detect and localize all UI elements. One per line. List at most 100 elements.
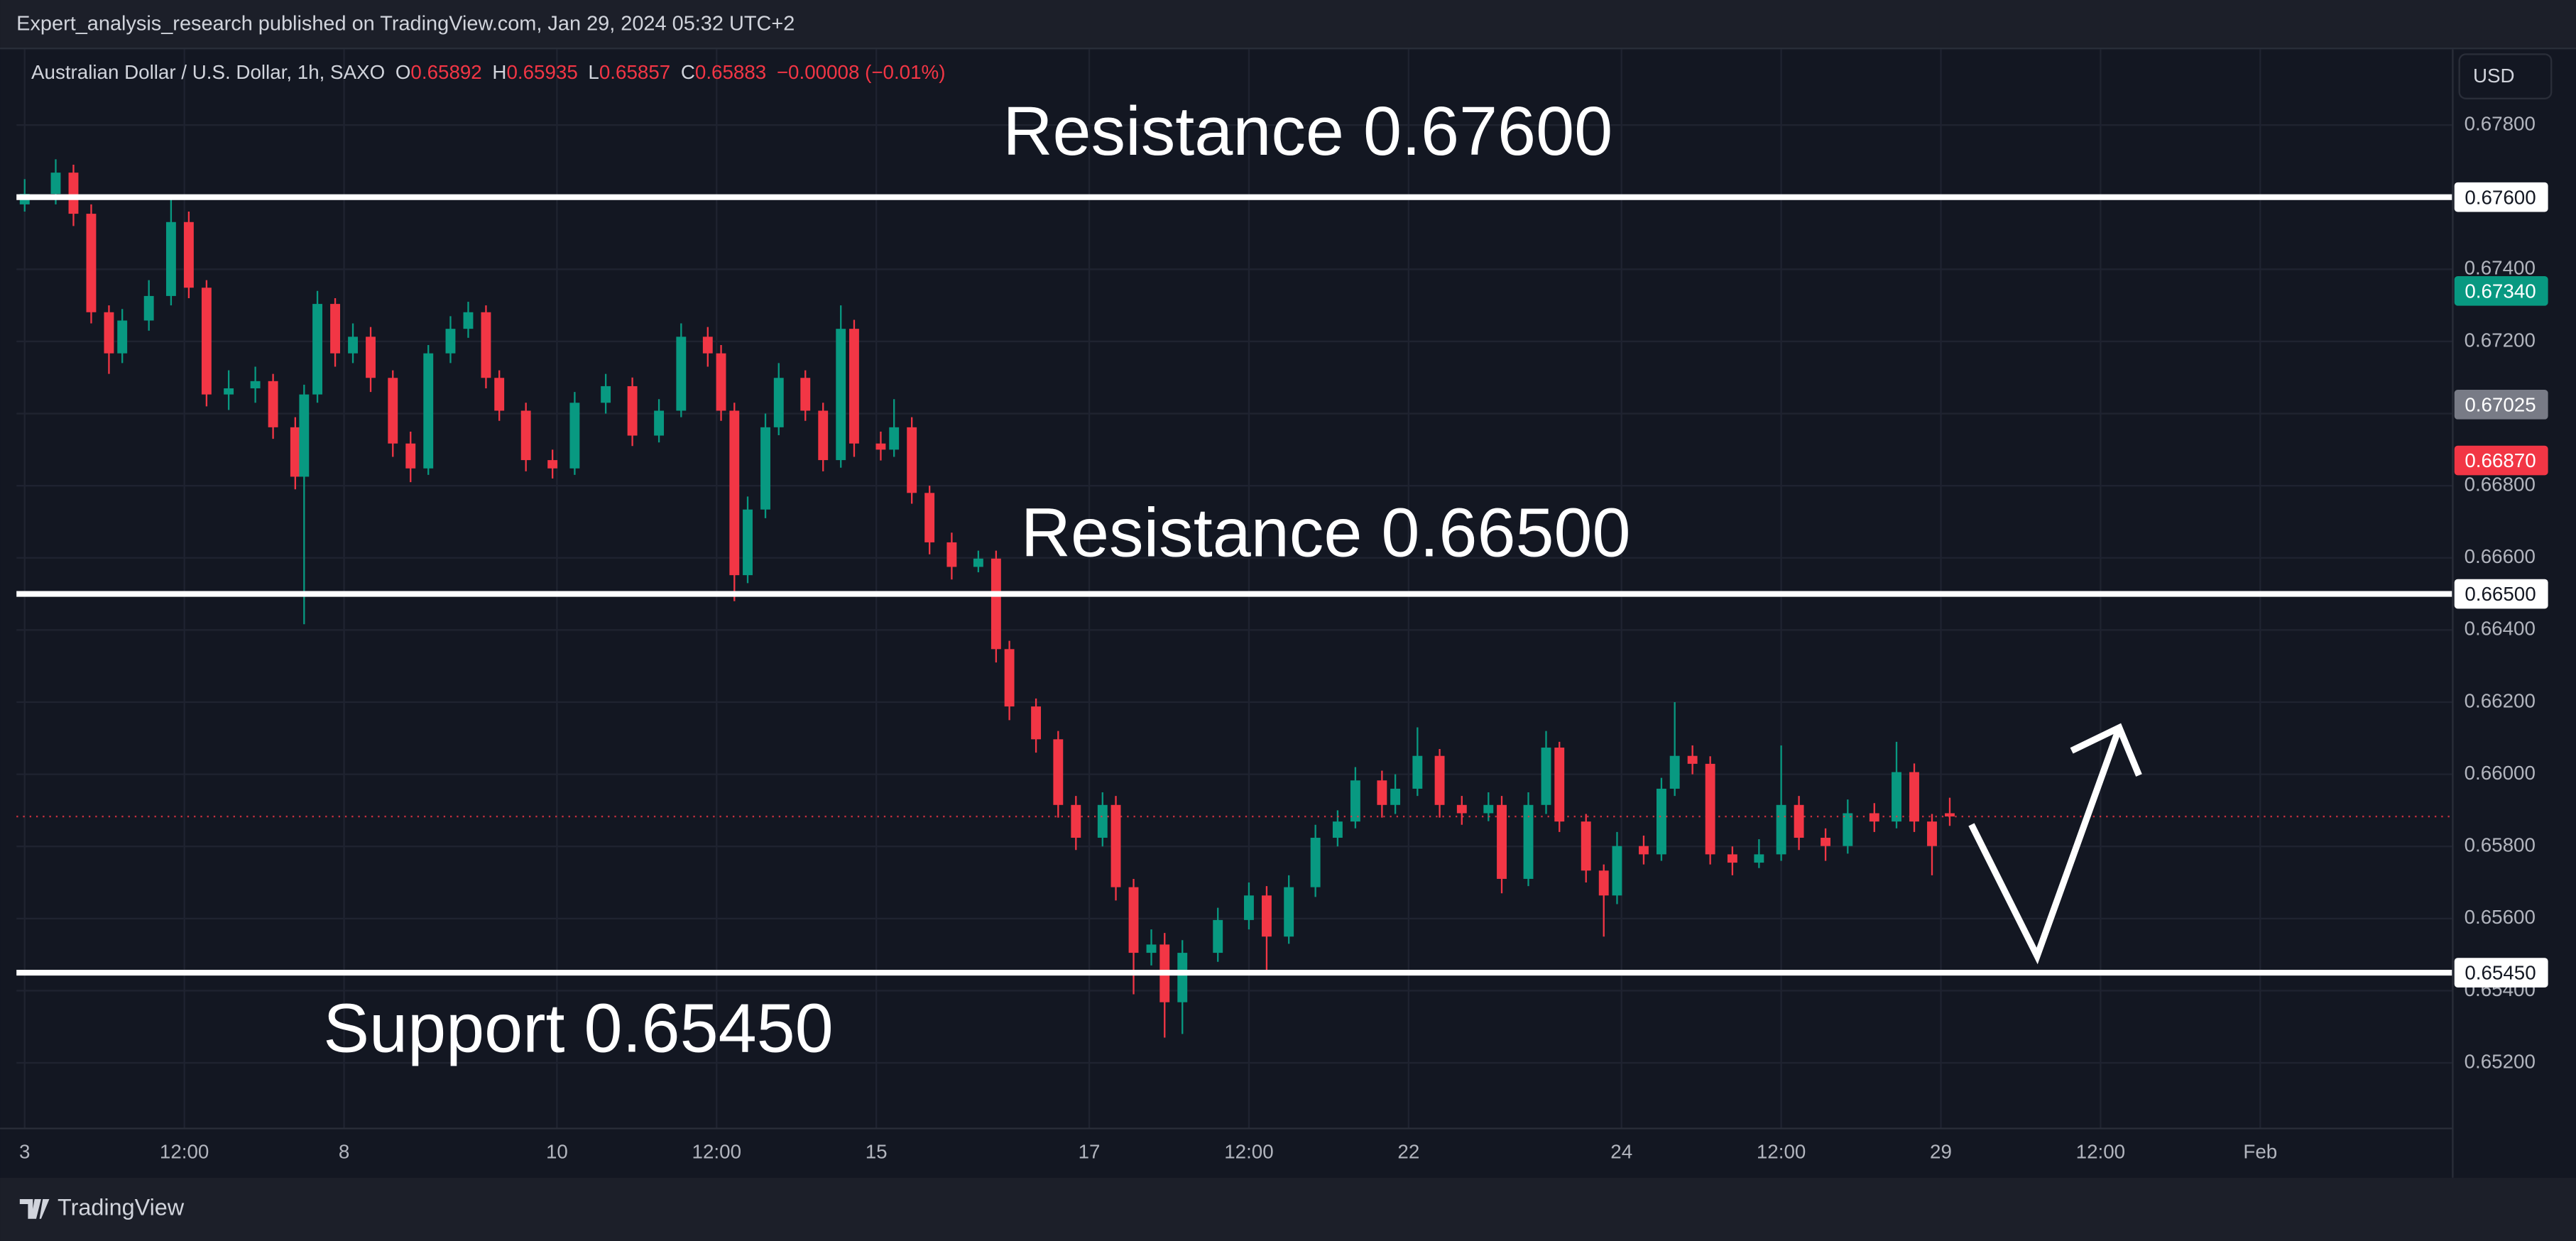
level-badge xyxy=(2454,958,2548,988)
level-label: 0.65450 xyxy=(2465,962,2536,984)
x-tick-label: 22 xyxy=(1397,1141,1419,1163)
candle-body xyxy=(1892,772,1901,822)
y-tick-label: 0.65200 xyxy=(2465,1050,2536,1072)
currency[interactable]: USD xyxy=(2473,65,2515,87)
candle-body xyxy=(445,329,456,354)
candle-body xyxy=(423,353,434,469)
x-tick-label: 8 xyxy=(339,1141,349,1163)
price-axis xyxy=(2452,49,2576,1178)
candle-body xyxy=(702,337,713,354)
candle-body xyxy=(547,460,558,469)
currency-button[interactable] xyxy=(2458,53,2553,99)
price-marker xyxy=(2454,390,2548,420)
candle-body xyxy=(1869,813,1879,822)
y-tick-label: 0.67200 xyxy=(2465,329,2536,351)
level-badge xyxy=(2454,182,2548,212)
candle-body xyxy=(1705,763,1715,855)
price-marker-label: 0.67025 xyxy=(2465,393,2536,415)
ohlc-key: C xyxy=(681,61,695,83)
candle-body xyxy=(299,394,310,477)
candle-body xyxy=(990,558,1001,650)
candle-body xyxy=(1497,804,1507,879)
ohlc-value: 0.65883 xyxy=(695,61,766,83)
candle-body xyxy=(1456,804,1467,814)
candle-body xyxy=(312,304,323,395)
ohlc-key: L xyxy=(588,61,599,83)
x-tick-label: 12:00 xyxy=(160,1141,209,1163)
candle-body xyxy=(1909,772,1919,822)
candle-body xyxy=(849,329,859,444)
candle-body xyxy=(290,427,300,477)
candle-body xyxy=(1598,870,1609,896)
level-label: 0.66500 xyxy=(2465,583,2536,605)
price-marker xyxy=(2454,445,2548,476)
candle-body xyxy=(818,410,829,461)
candle-body xyxy=(117,320,128,354)
candle-body xyxy=(1213,919,1223,953)
candle-body xyxy=(201,288,212,395)
candle-body xyxy=(1434,755,1445,805)
candle-body xyxy=(1350,780,1360,822)
candle-body xyxy=(1146,944,1157,953)
y-tick-label: 0.67800 xyxy=(2465,112,2536,134)
y-tick-label: 0.65800 xyxy=(2465,834,2536,856)
candle-body xyxy=(143,295,154,321)
candle-body xyxy=(1004,649,1015,707)
plot xyxy=(16,159,2453,1038)
candle-body xyxy=(1821,838,1831,846)
candle-body xyxy=(463,312,474,329)
candle-body xyxy=(330,304,340,354)
ohlc-value: 0.65892 xyxy=(410,61,481,83)
candle-body xyxy=(405,443,416,469)
x-tick-label: 29 xyxy=(1930,1141,1952,1163)
candle-body xyxy=(729,410,740,576)
y-tick-label: 0.67400 xyxy=(2465,257,2536,279)
candle-body xyxy=(907,427,917,493)
ohlc-key: O xyxy=(395,61,411,83)
candle-body xyxy=(1071,804,1081,838)
candle-body xyxy=(50,173,61,195)
y-tick-label: 0.66600 xyxy=(2465,545,2536,567)
ohlc-value: 0.65935 xyxy=(506,61,577,83)
candle-body xyxy=(1053,739,1064,805)
annotation: Resistance 0.66500 xyxy=(1021,494,1631,572)
candle-body xyxy=(924,493,935,542)
candle-body xyxy=(676,337,687,411)
x-tick-label: 12:00 xyxy=(1757,1141,1806,1163)
x-tick-label: 3 xyxy=(19,1141,30,1163)
candle-body xyxy=(773,378,784,427)
footer-bar xyxy=(0,1177,2576,1241)
candle-body xyxy=(836,329,846,461)
candle-body xyxy=(1523,804,1534,879)
candle-body xyxy=(1581,821,1591,871)
candle-body xyxy=(569,403,580,469)
candle-body xyxy=(68,173,79,214)
candle-body xyxy=(1177,953,1188,1002)
candle-body xyxy=(1727,854,1737,863)
x-tick-label: Feb xyxy=(2243,1141,2277,1163)
grid xyxy=(16,49,2453,1129)
candle-body xyxy=(1945,813,1955,817)
change: −0.00008 (−0.01%) xyxy=(777,61,946,83)
candle-body xyxy=(250,381,261,388)
candle-body xyxy=(1128,887,1139,953)
candle-body xyxy=(1776,804,1786,855)
axes: 0.652000.654000.656000.658000.660000.662… xyxy=(19,112,2548,1163)
candle-body xyxy=(760,427,770,510)
publisher-line: Expert_analysis_research published on Tr… xyxy=(16,12,795,35)
candle-body xyxy=(946,542,957,567)
x-tick-label: 24 xyxy=(1610,1141,1632,1163)
candle-body xyxy=(1377,780,1387,805)
header-bar xyxy=(0,0,2576,48)
candle-body xyxy=(716,353,726,411)
x-tick-label: 10 xyxy=(546,1141,568,1163)
candle-body xyxy=(1843,813,1853,846)
y-tick-label: 0.66200 xyxy=(2465,689,2536,711)
candle-body xyxy=(889,427,900,450)
legend: Australian Dollar / U.S. Dollar, 1h, SAX… xyxy=(31,61,945,83)
candle-body xyxy=(1097,804,1108,838)
candle-body xyxy=(800,378,811,411)
candle-body xyxy=(494,378,505,411)
